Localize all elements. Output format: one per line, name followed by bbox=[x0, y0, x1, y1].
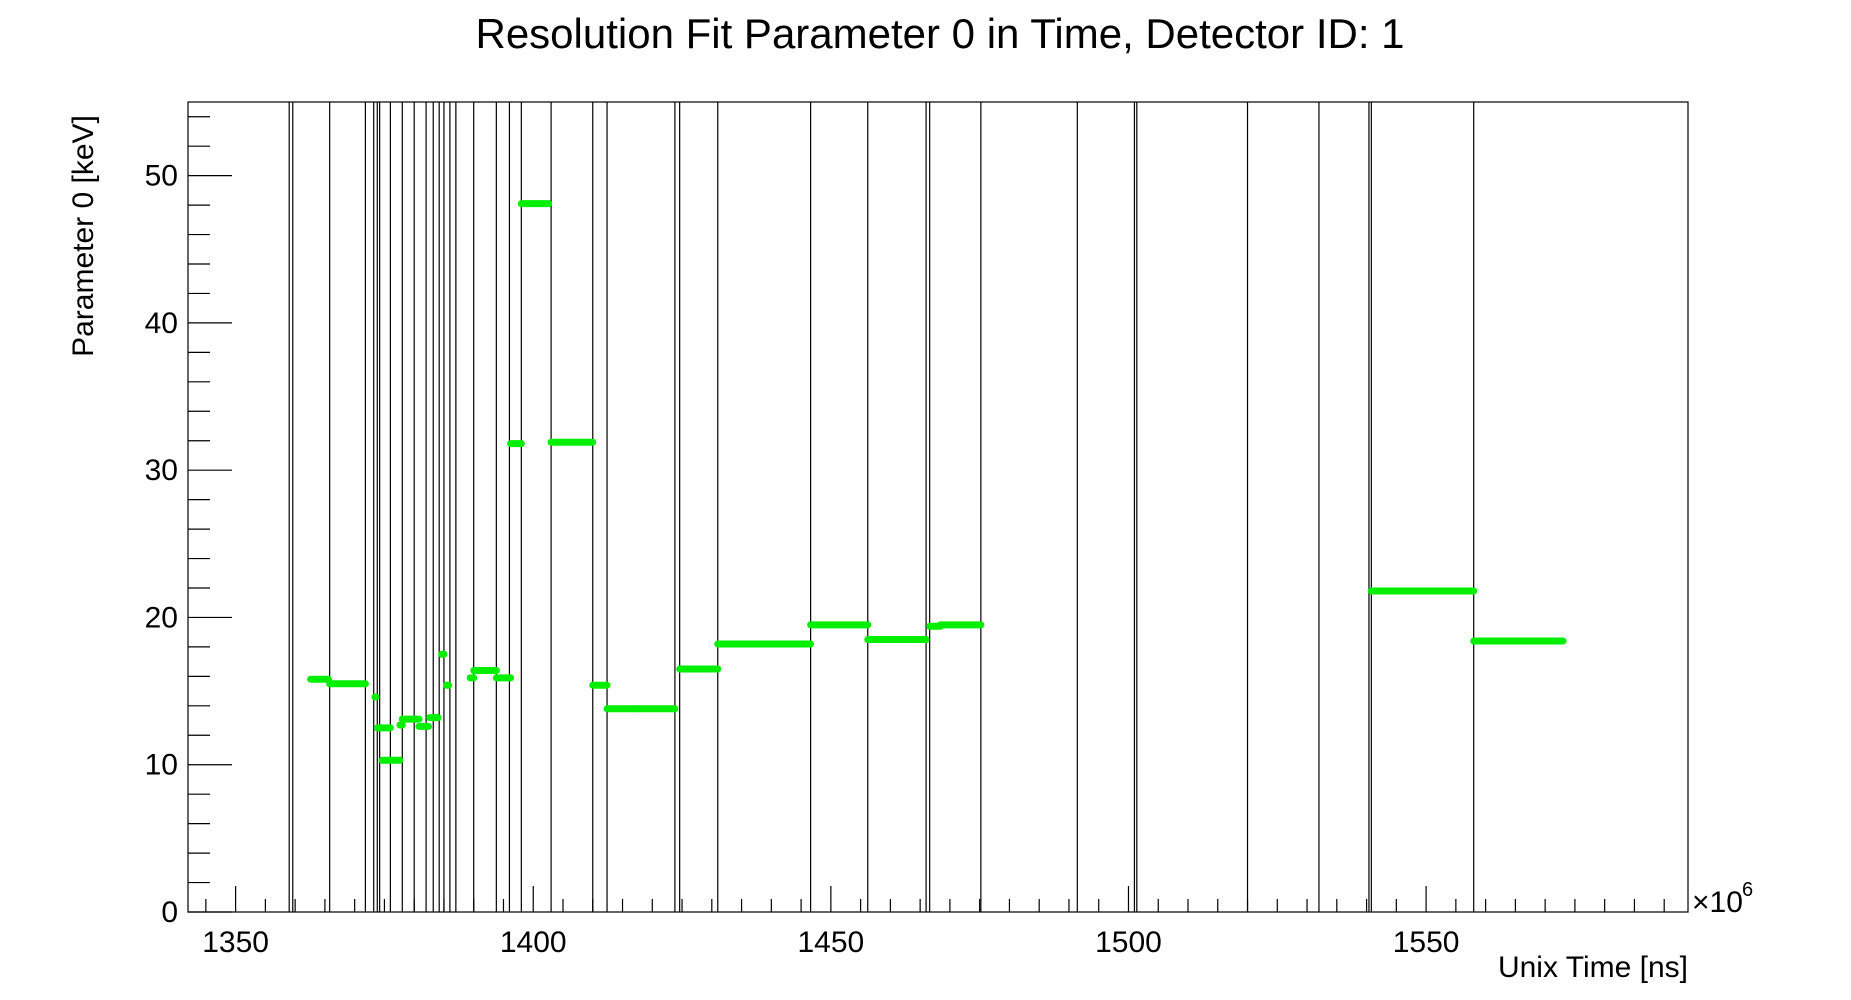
y-tick-label: 10 bbox=[145, 749, 178, 782]
plot-frame bbox=[187, 101, 1689, 913]
x-axis-ticks: 1350 1400 1450 1500 1550 bbox=[202, 886, 1665, 959]
x-tick-label: 1350 bbox=[202, 926, 269, 959]
y-tick-label: 20 bbox=[145, 601, 178, 634]
vertical-lines-group bbox=[288, 102, 1475, 912]
x-tick-label: 1500 bbox=[1095, 926, 1162, 959]
y-axis-ticks: 0 10 20 30 40 50 bbox=[145, 116, 232, 929]
x-axis-multiplier-exponent: 6 bbox=[1742, 879, 1753, 901]
y-tick-label: 40 bbox=[145, 307, 178, 340]
y-tick-label: 50 bbox=[145, 160, 178, 193]
x-axis-multiplier: ×10 bbox=[1692, 886, 1743, 919]
x-tick-label: 1550 bbox=[1393, 926, 1460, 959]
x-axis-title: Unix Time [ns] bbox=[1498, 951, 1688, 984]
x-tick-label: 1450 bbox=[797, 926, 864, 959]
y-tick-label: 0 bbox=[161, 896, 178, 929]
data-points-group bbox=[307, 200, 1567, 764]
x-tick-label: 1400 bbox=[500, 926, 567, 959]
y-axis-title: Parameter 0 [keV] bbox=[67, 115, 100, 357]
chart-title: Resolution Fit Parameter 0 in Time, Dete… bbox=[475, 10, 1404, 57]
plot-border bbox=[187, 101, 1689, 913]
y-tick-label: 30 bbox=[145, 454, 178, 487]
